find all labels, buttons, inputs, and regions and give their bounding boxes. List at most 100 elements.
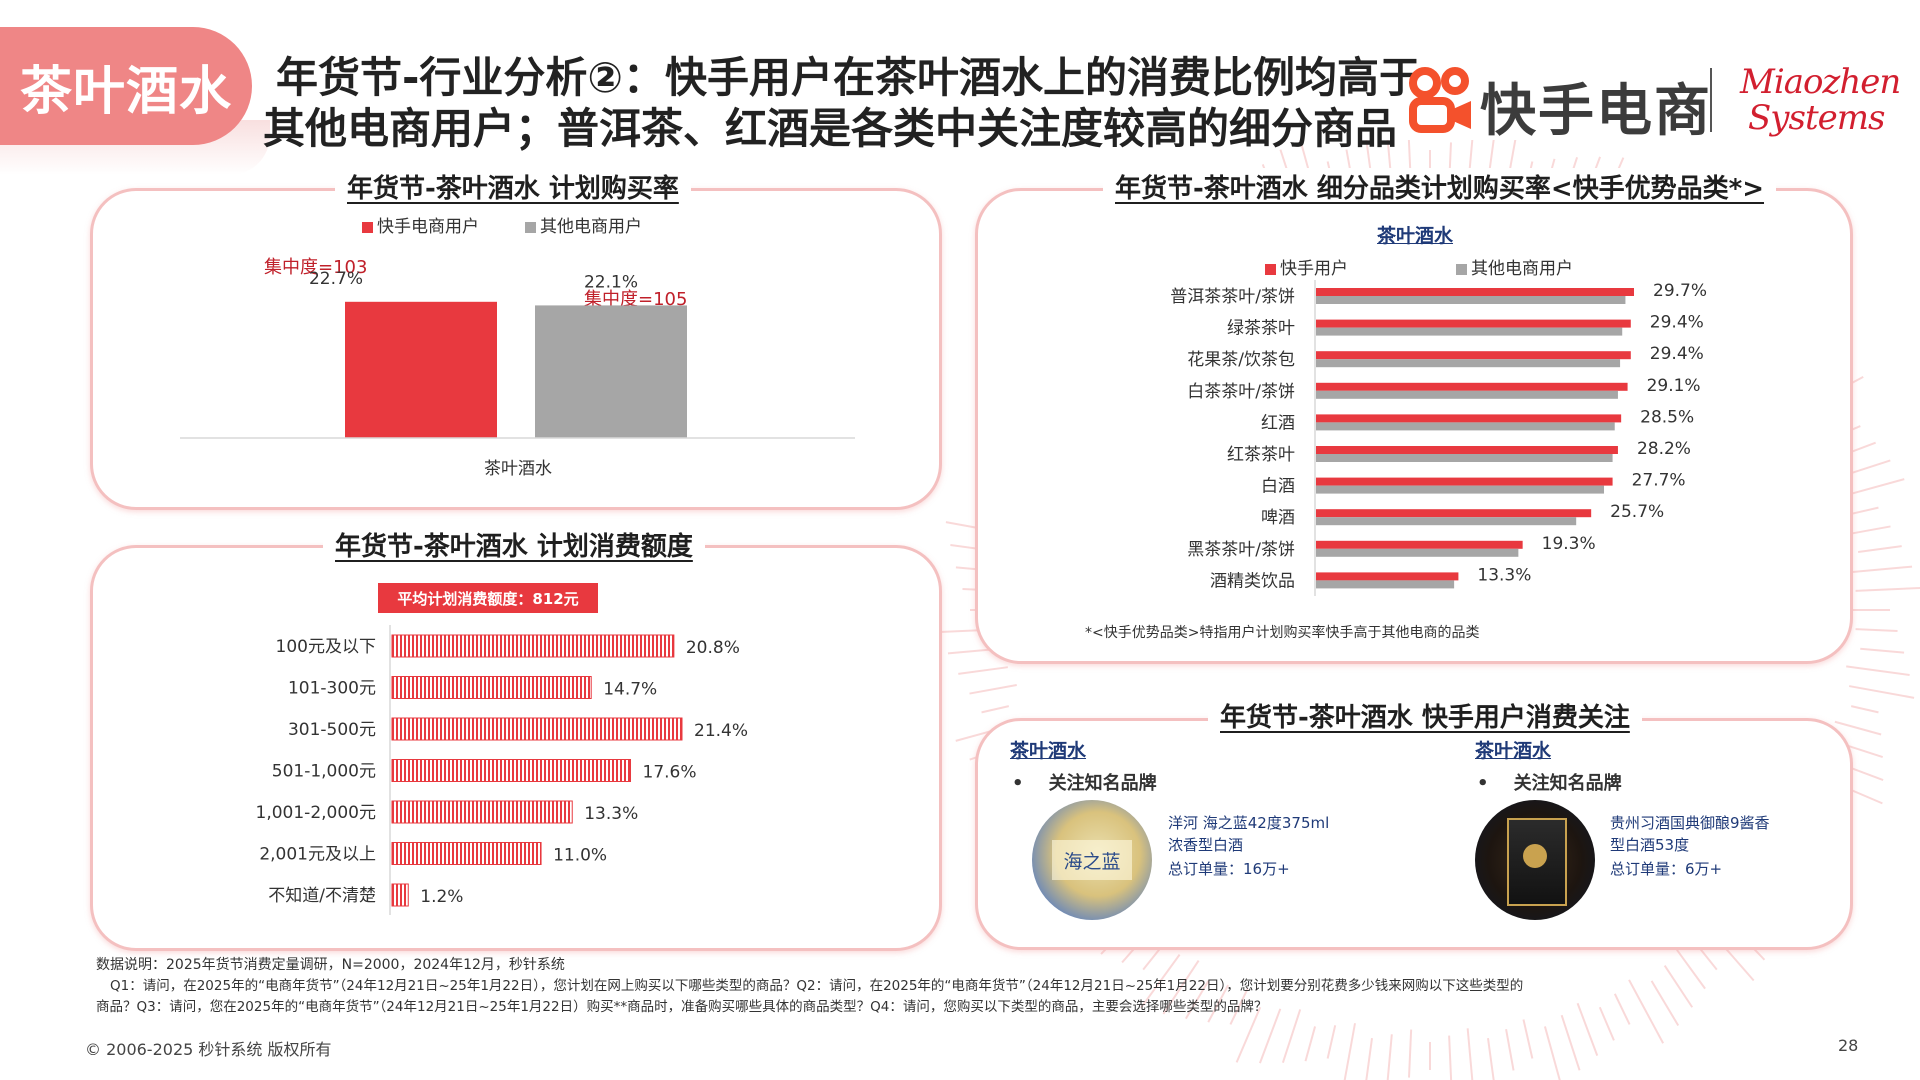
ring-tick [1162, 959, 1200, 1015]
ring-tick [1850, 705, 1879, 714]
ring-tick [1304, 1026, 1317, 1062]
ring-tick [1848, 565, 1913, 574]
data-label: 29.1% [1647, 376, 1701, 396]
legend-swatch-gray [1456, 263, 1467, 275]
bar [391, 759, 632, 782]
bar-other [1316, 359, 1621, 368]
category-label: 红酒 [1261, 413, 1295, 433]
bar-other [1316, 327, 1623, 336]
data-label: 17.6% [643, 763, 697, 783]
page-title-line1: 年货节-行业分析②：快手用户在茶叶酒水上的消费比例均高于 [276, 53, 1421, 102]
focus-right-product: 贵州习酒国典御酿9酱香 型白酒53度 总订单量：6万+ [1610, 812, 1770, 880]
bar [391, 634, 675, 658]
focus-left-bullet-text: 关注知名品牌 [1048, 773, 1157, 794]
spending-chart: 100元及以下 20.8% 101-300元 14.7% 301-500元 21.4% 50… [256, 625, 748, 915]
category-label: 绿茶茶叶 [1227, 319, 1295, 339]
bar-other [1316, 548, 1519, 557]
purchase-rate-chart: 22.7% 22.1% 茶叶酒水 [180, 269, 855, 479]
panel-spending-title: 年货节-茶叶酒水 计划消费额度 [323, 526, 705, 563]
ring-tick [1698, 947, 1718, 971]
legend-ks-users: 快手电商用户 [362, 212, 479, 237]
copyright: © 2006-2025 秒针系统 版权所有 [85, 1040, 332, 1059]
legend-label-other: 其他电商用户 [1471, 259, 1573, 279]
bar-ks [1316, 351, 1631, 360]
category-label: 301-500元 [288, 720, 376, 740]
notes-line1: 数据说明：2025年货节消费定量调研，N=2000，2024年12月，秒针系统 [96, 957, 565, 973]
ring-tick [1857, 545, 1902, 554]
focus-left-orders: 总订单量：16万+ [1168, 860, 1290, 878]
ring-tick [1281, 1009, 1302, 1064]
focus-left-product-line2: 浓香型白酒 [1168, 836, 1244, 854]
legend-other: 其他电商用户 [1456, 254, 1573, 279]
category-label: 1,001-2,000元 [256, 803, 376, 823]
bar-other [1316, 454, 1613, 462]
bar [391, 676, 592, 699]
ring-tick [1486, 1037, 1495, 1080]
ring-tick [1650, 980, 1680, 1027]
bar-ks [345, 301, 497, 438]
panel-focus-title: 年货节-茶叶酒水 快手用户消费关注 [1208, 697, 1642, 734]
bar-other [1316, 296, 1626, 304]
category-label: 黑茶茶叶/茶饼 [1187, 540, 1295, 560]
bar [391, 883, 409, 907]
bar [391, 800, 573, 824]
data-label: 28.2% [1637, 439, 1691, 459]
bar-ks [1316, 477, 1613, 486]
page-number: 28 [1838, 1036, 1859, 1055]
category-label: 2,001元及以上 [259, 845, 376, 865]
ring-tick [1846, 665, 1910, 676]
legend-label-other: 其他电商用户 [540, 217, 642, 237]
category-label: 红茶茶叶 [1227, 445, 1295, 465]
ring-tick [1598, 1006, 1615, 1041]
bar-ks [1316, 509, 1592, 518]
focus-left-bullet: • 关注知名品牌 [1012, 773, 1157, 794]
legend-swatch-red [362, 221, 373, 233]
subcategory-chart: 普洱茶茶叶/茶饼 29.7% 绿茶茶叶 29.4% 花果茶/饮茶包 29.4% 白茶茶叶/茶… [1170, 280, 1707, 596]
data-label: 28.5% [1640, 407, 1694, 427]
page-title-line2: 其他电商用户；普洱茶、红酒是各类中关注度较高的细分商品 [263, 104, 1398, 153]
bar-ks [1316, 382, 1628, 391]
legend-swatch-red [1265, 263, 1276, 275]
panel-subcategory-title: 年货节-茶叶酒水 细分品类计划购买率<快手优势品类*> [1103, 168, 1777, 205]
focus-right-category: 茶叶酒水 [1475, 740, 1552, 762]
category-label: 101-300元 [288, 679, 376, 699]
ring-tick [1365, 1037, 1374, 1080]
bottle-label: 海之蓝 [1052, 840, 1132, 880]
ring-tick [1448, 1035, 1453, 1080]
ring-tick [1855, 586, 1920, 592]
notes-line2: Q1：请问，在2025年的“电商年货节”（24年12月21日~25年1月22日）… [110, 978, 1524, 994]
panel-purchase-rate-title: 年货节-茶叶酒水 计划购买率 [335, 168, 691, 205]
legend-label-ks: 快手用户 [1280, 259, 1348, 279]
ring-tick [1505, 1028, 1515, 1071]
focus-right-product-line1: 贵州习酒国典御酿9酱香 [1610, 814, 1770, 832]
data-label: 27.7% [1632, 471, 1686, 491]
ring-tick [1860, 647, 1905, 654]
product-image-xijiu [1475, 800, 1595, 920]
category-label: 白酒 [1261, 477, 1295, 497]
miaozhen-logo-line1: Miaozhen [1740, 62, 1901, 102]
kuaishou-logo-icon [1409, 67, 1471, 133]
ring-tick [1235, 1006, 1262, 1063]
miaozhen-logo-line2: Systems [1748, 98, 1885, 138]
data-label: 1.2% [420, 887, 463, 907]
data-label: 13.3% [584, 804, 638, 824]
focus-right-bullet-text: 关注知名品牌 [1513, 773, 1622, 794]
logo-separator [1710, 68, 1712, 132]
ring-tick [1855, 628, 1898, 632]
ring-tick [1543, 1026, 1561, 1080]
concentration-other: 集中度=105 [584, 289, 688, 310]
category-tag: 茶叶酒水 [0, 27, 252, 145]
bar-ks [1316, 288, 1634, 296]
ring-tick [958, 666, 1008, 675]
panel-purchase-rate [90, 188, 942, 510]
ring-tick [1142, 947, 1162, 971]
ring-tick [1343, 1023, 1356, 1080]
ring-tick [1628, 979, 1665, 1044]
data-label: 29.7% [1653, 281, 1707, 301]
ring-tick [1676, 949, 1706, 990]
category-label: 100元及以下 [276, 637, 376, 657]
ring-tick [1663, 964, 1694, 1008]
ring-tick [1848, 685, 1915, 699]
bar-other [1316, 517, 1577, 526]
bar-ks [1316, 414, 1622, 423]
